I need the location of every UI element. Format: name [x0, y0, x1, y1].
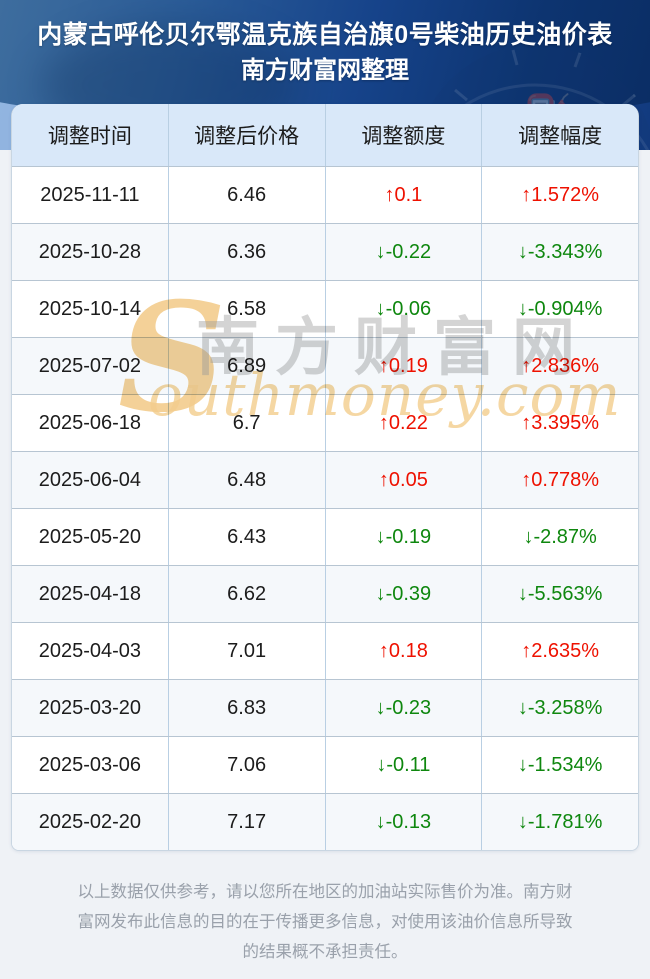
table-row: 2025-03-06 7.06 ↓-0.11 ↓-1.534% — [12, 736, 638, 793]
change-cell: ↑0.22 — [324, 395, 482, 451]
percent-cell: ↑1.572% — [481, 167, 638, 223]
column-header-adjust-amount: 调整额度 — [324, 104, 482, 166]
price-cell: 7.17 — [167, 794, 325, 850]
change-cell: ↓-0.23 — [324, 680, 482, 736]
table-row: 2025-05-20 6.43 ↓-0.19 ↓-2.87% — [12, 508, 638, 565]
table-row: 2025-10-28 6.36 ↓-0.22 ↓-3.343% — [12, 223, 638, 280]
date-cell: 2025-02-20 — [38, 810, 142, 833]
banner-titles: 内蒙古呼伦贝尔鄂温克族自治旗0号柴油历史油价表 南方财富网整理 — [0, 0, 650, 88]
table-row: 2025-06-18 6.7 ↑0.22 ↑3.395% — [12, 394, 638, 451]
change-cell: ↓-0.39 — [324, 566, 482, 622]
change-cell: ↑0.19 — [324, 338, 482, 394]
disclaimer-text: 以上数据仅供参考，请以您所在地区的加油站实际售价为准。南方财富网发布此信息的目的… — [77, 883, 573, 961]
page-title: 内蒙古呼伦贝尔鄂温克族自治旗0号柴油历史油价表 — [37, 21, 613, 49]
date-cell: 2025-03-20 — [38, 696, 142, 719]
table-row: 2025-10-14 6.58 ↓-0.06 ↓-0.904% — [12, 280, 638, 337]
price-cell: 6.36 — [167, 224, 325, 280]
percent-cell: ↓-5.563% — [481, 566, 638, 622]
price-cell: 6.89 — [167, 338, 325, 394]
percent-cell: ↑2.635% — [481, 623, 638, 679]
change-cell: ↑0.18 — [324, 623, 482, 679]
price-cell: 6.43 — [167, 509, 325, 565]
table-header-row: 调整时间 调整后价格 调整额度 调整幅度 — [12, 104, 638, 166]
table-row: 2025-11-11 6.46 ↑0.1 ↑1.572% — [12, 166, 638, 223]
price-cell: 6.46 — [167, 167, 325, 223]
date-cell: 2025-11-11 — [40, 183, 140, 206]
column-header-adjusted-price: 调整后价格 — [167, 104, 325, 166]
percent-cell: ↓-0.904% — [481, 281, 638, 337]
price-cell: 6.62 — [167, 566, 325, 622]
percent-cell: ↓-1.781% — [481, 794, 638, 850]
percent-cell: ↑0.778% — [481, 452, 638, 508]
page-subtitle: 南方财富网整理 — [241, 57, 409, 84]
column-header-adjust-range: 调整幅度 — [481, 104, 638, 166]
table-row: 2025-06-04 6.48 ↑0.05 ↑0.778% — [12, 451, 638, 508]
date-cell: 2025-04-03 — [38, 639, 142, 662]
change-cell: ↑0.1 — [324, 167, 482, 223]
price-cell: 7.06 — [167, 737, 325, 793]
table-row: 2025-04-03 7.01 ↑0.18 ↑2.635% — [12, 622, 638, 679]
content-area: 调整时间 调整后价格 调整额度 调整幅度 2025-11-11 6.46 ↑0.… — [0, 104, 650, 851]
date-cell: 2025-10-14 — [38, 297, 142, 320]
column-header-adjust-time: 调整时间 — [47, 125, 132, 148]
date-cell: 2025-05-20 — [38, 525, 142, 548]
price-cell: 7.01 — [167, 623, 325, 679]
oil-price-history-table: 调整时间 调整后价格 调整额度 调整幅度 2025-11-11 6.46 ↑0.… — [11, 104, 639, 851]
price-cell: 6.7 — [167, 395, 325, 451]
change-cell: ↓-0.22 — [324, 224, 482, 280]
change-cell: ↓-0.11 — [324, 737, 482, 793]
date-cell: 2025-03-06 — [38, 753, 142, 776]
percent-cell: ↓-1.534% — [481, 737, 638, 793]
percent-cell: ↑2.836% — [481, 338, 638, 394]
percent-cell: ↓-2.87% — [481, 509, 638, 565]
date-cell: 2025-07-02 — [38, 354, 142, 377]
price-cell: 6.58 — [167, 281, 325, 337]
change-cell: ↑0.05 — [324, 452, 482, 508]
price-cell: 6.48 — [167, 452, 325, 508]
percent-cell: ↓-3.258% — [481, 680, 638, 736]
change-cell: ↓-0.06 — [324, 281, 482, 337]
change-cell: ↓-0.19 — [324, 509, 482, 565]
table-row: 2025-04-18 6.62 ↓-0.39 ↓-5.563% — [12, 565, 638, 622]
price-cell: 6.83 — [167, 680, 325, 736]
date-cell: 2025-10-28 — [38, 240, 142, 263]
table-row: 2025-07-02 6.89 ↑0.19 ↑2.836% — [12, 337, 638, 394]
percent-cell: ↓-3.343% — [481, 224, 638, 280]
banner-gradient-layer — [0, 0, 650, 120]
date-cell: 2025-04-18 — [38, 582, 142, 605]
table-row: 2025-02-20 7.17 ↓-0.13 ↓-1.781% — [12, 793, 638, 850]
date-cell: 2025-06-18 — [38, 411, 142, 434]
percent-cell: ↑3.395% — [481, 395, 638, 451]
change-cell: ↓-0.13 — [324, 794, 482, 850]
table-row: 2025-03-20 6.83 ↓-0.23 ↓-3.258% — [12, 679, 638, 736]
date-cell: 2025-06-04 — [38, 468, 142, 491]
